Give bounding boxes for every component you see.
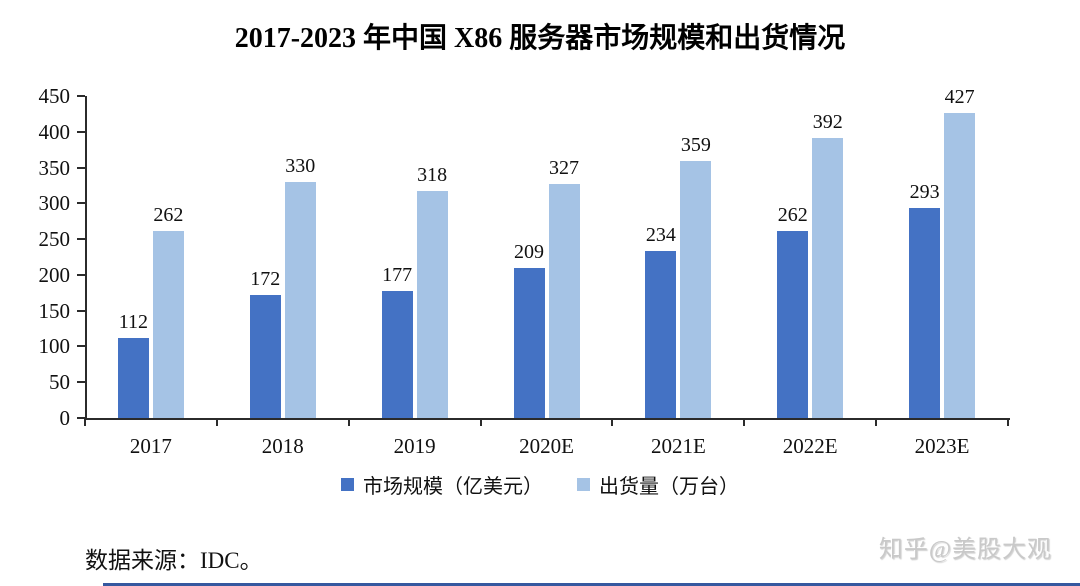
bar-market-size [513,268,545,418]
data-source-note: 数据来源：IDC。 [85,548,263,573]
bar-shipments [284,181,316,418]
x-axis-tick-mark [215,418,218,426]
bar-shipments [680,161,712,418]
y-axis-tick-mark [77,202,85,205]
y-axis-tick-mark [77,381,85,384]
bar-value-label: 330 [285,154,316,177]
legend-swatch-icon [341,478,354,491]
bar-shipments [548,184,580,418]
y-axis-tick-label: 200 [38,262,71,287]
y-axis-tick-mark [77,309,85,312]
y-axis-tick-label: 350 [38,155,71,180]
bar-shipments [944,112,976,418]
x-axis-tick-mark [1007,418,1009,426]
y-axis-tick-label: 100 [38,334,71,359]
x-axis-category-label: 2017 [129,434,172,458]
legend-label: 出货量（万台） [599,476,739,498]
y-axis-tick-label: 150 [38,298,71,323]
x-axis-tick-mark [611,418,614,426]
y-axis-tick-mark [77,345,85,348]
bar-value-label: 112 [118,310,149,333]
y-axis-tick-label: 250 [38,227,71,252]
x-axis-category-label: 2020E [519,434,574,458]
bar-value-label: 262 [777,203,808,226]
bottom-divider-line [103,583,1080,586]
chart-legend: 市场规模（亿美元） 出货量（万台） [0,470,1080,499]
x-axis-category-label: 2021E [650,434,706,458]
bar-market-size [381,291,413,418]
bar-value-label: 234 [645,223,676,246]
x-axis-tick-mark [479,418,482,426]
legend-swatch-icon [577,478,590,491]
bar-value-label: 209 [514,241,544,264]
y-axis-tick-mark [77,95,85,97]
y-axis-tick-mark [77,130,85,133]
bar-value-label: 262 [153,203,184,226]
x-axis-tick-mark [743,418,746,426]
y-axis-tick-label: 300 [38,191,71,216]
bar-value-label: 392 [812,110,843,133]
y-axis-tick-mark [77,417,85,419]
bar-shipments [152,230,184,418]
y-axis-tick-label: 50 [49,370,70,395]
legend-item-shipments: 出货量（万台） [577,470,739,499]
y-axis-tick-label: 450 [38,84,71,108]
bar-market-size [777,230,809,418]
bar-shipments [416,190,448,418]
y-axis-tick-mark [77,238,85,241]
x-axis-category-label: 2018 [261,434,304,458]
bar-shipments [812,137,844,418]
legend-label: 市场规模（亿美元） [363,476,543,498]
x-axis-category-label: 2022E [782,434,838,458]
plot-area [85,96,1010,420]
legend-item-market-size: 市场规模（亿美元） [341,470,543,499]
chart-title: 2017-2023 年中国 X86 服务器市场规模和出货情况 [234,23,846,54]
bar-value-label: 327 [549,157,579,179]
bar-value-label: 177 [382,264,413,287]
bar-market-size [117,337,149,418]
bar-value-label: 359 [680,134,711,157]
bar-market-size [249,294,281,418]
bar-value-label: 318 [417,163,448,186]
y-axis-tick-label: 400 [38,119,71,144]
x-axis-category-label: 2019 [393,434,436,458]
watermark-text: 知乎@美股大观 [878,537,1052,563]
x-axis-tick-mark [875,418,878,426]
y-axis-tick-mark [77,166,85,169]
bar-value-label: 293 [909,181,940,204]
bar-market-size [645,250,677,418]
x-axis-tick-mark [347,418,350,426]
bar-value-label: 427 [944,85,975,108]
bar-market-size [909,208,941,418]
bar-value-label: 172 [250,267,281,290]
x-axis-tick-mark [84,418,86,426]
y-axis-tick-label: 0 [59,406,71,430]
y-axis-tick-mark [77,273,85,276]
x-axis-category-label: 2023E [914,434,970,458]
